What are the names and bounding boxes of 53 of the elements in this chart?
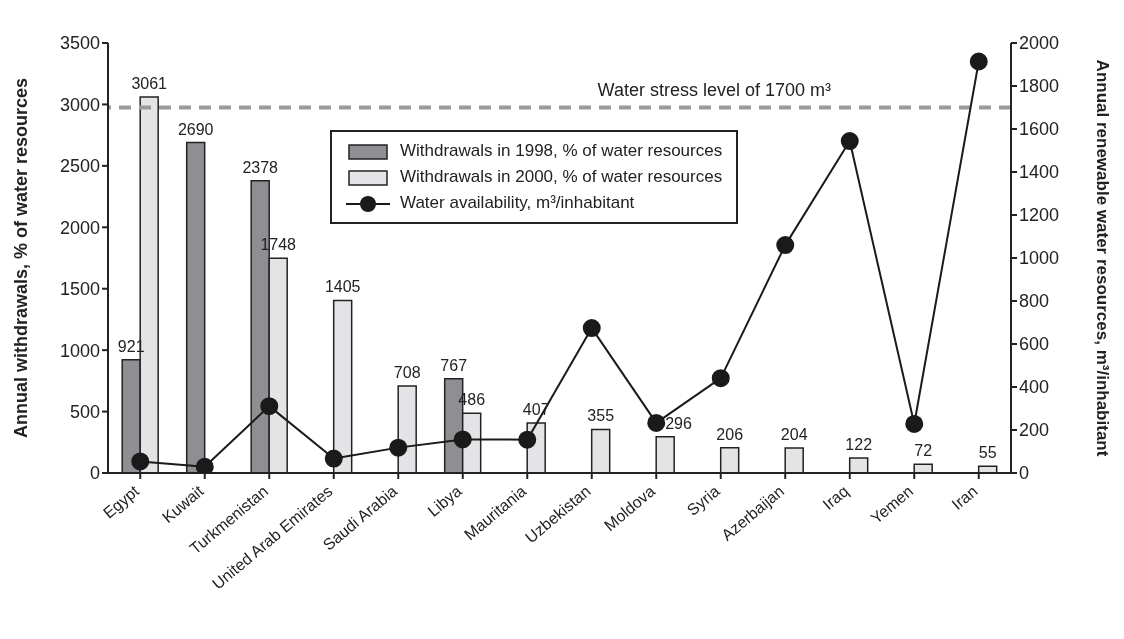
y2-tick-label: 1600: [1019, 119, 1060, 140]
y2-tick-label: 2000: [1019, 33, 1060, 54]
data-label: 355: [587, 407, 615, 425]
y-tick-label: 2000: [59, 217, 100, 238]
y-tick-label: 1000: [59, 340, 100, 361]
legend-label: Withdrawals in 1998, % of water resources: [399, 140, 723, 162]
y2-tick-label: 0: [1019, 463, 1030, 484]
point: [131, 452, 150, 471]
point: [711, 369, 730, 388]
data-label: 296: [665, 414, 692, 432]
point: [582, 319, 601, 338]
point: [969, 52, 988, 71]
data-label: 206: [716, 425, 744, 443]
y-tick-label: 3500: [59, 33, 100, 54]
point: [840, 132, 859, 151]
data-label: 3061: [131, 74, 168, 92]
y2-axis-title: Annual renewable water resources, m³/inhabitant: [1092, 59, 1112, 457]
data-label: 122: [845, 436, 873, 454]
data-label: 1405: [324, 278, 361, 296]
y2-tick-label: 600: [1019, 334, 1050, 355]
y2-tick-label: 1800: [1019, 76, 1060, 97]
point: [905, 414, 924, 433]
data-label: 72: [914, 442, 933, 460]
legend-label: Withdrawals in 2000, % of water resources: [399, 166, 723, 188]
y2-tick-label: 1200: [1019, 205, 1060, 226]
y-tick-label: 500: [69, 401, 100, 422]
x-tick-label: Iraq: [819, 482, 852, 514]
y2-tick-label: 800: [1019, 291, 1050, 312]
data-label: 55: [978, 444, 997, 462]
y2-tick-label: 200: [1019, 420, 1050, 441]
data-label: 2378: [242, 158, 279, 176]
data-label: 708: [393, 364, 421, 382]
y-axis-title: Annual withdrawals, % of water resources: [11, 77, 32, 439]
ref-line-label: Water stress level of 1700 m³: [597, 79, 831, 100]
data-label: 767: [440, 356, 468, 374]
x-tick-label: Syria: [683, 482, 723, 519]
point: [195, 457, 214, 473]
data-label: 2690: [177, 120, 214, 138]
point: [324, 449, 343, 468]
y2-tick-label: 1000: [1019, 248, 1060, 269]
point: [647, 413, 666, 432]
x-tick-label: Iran: [948, 482, 981, 514]
y2-tick-label: 400: [1019, 377, 1050, 398]
legend-label: Water availability, m³/inhabitant: [399, 192, 636, 214]
point: [260, 397, 279, 416]
y-tick-label: 1500: [59, 279, 100, 300]
y-tick-label: 2500: [59, 156, 100, 177]
y-tick-label: 3000: [59, 94, 100, 115]
point: [776, 236, 795, 255]
y-tick-label: 0: [89, 463, 100, 484]
y2-tick-label: 1400: [1019, 162, 1060, 183]
point: [389, 438, 408, 457]
data-label: 204: [780, 425, 808, 443]
